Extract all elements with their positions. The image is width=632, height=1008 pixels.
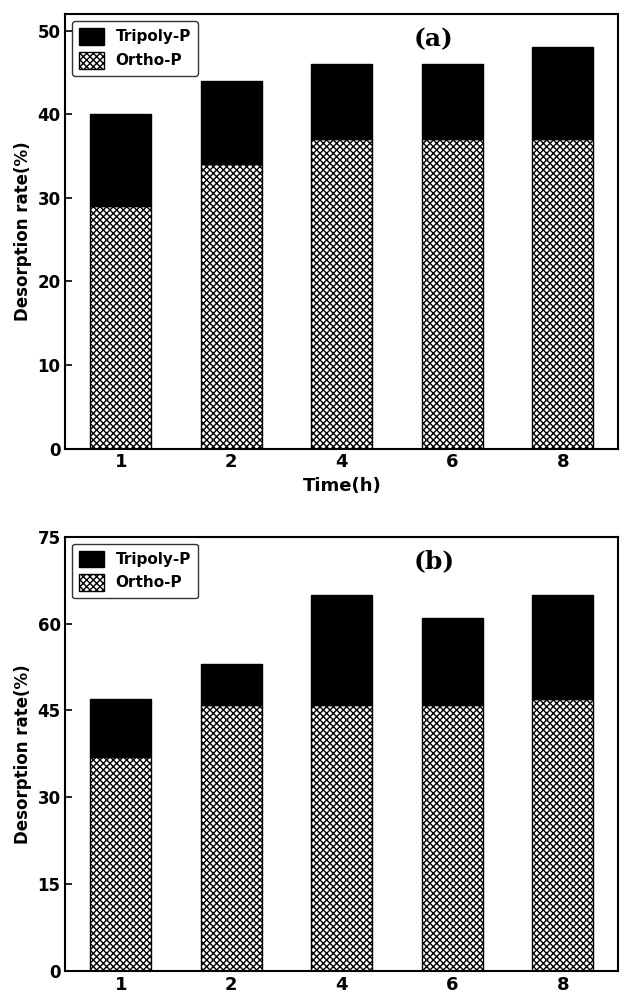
- Legend: Tripoly-P, Ortho-P: Tripoly-P, Ortho-P: [73, 543, 198, 599]
- Bar: [532, 139, 593, 449]
- Legend: Tripoly-P, Ortho-P: Tripoly-P, Ortho-P: [73, 21, 198, 76]
- Bar: [90, 757, 151, 972]
- Bar: [312, 705, 372, 972]
- Bar: [312, 595, 372, 705]
- Bar: [90, 206, 151, 449]
- Text: (a): (a): [413, 27, 453, 51]
- Bar: [201, 81, 262, 164]
- Bar: [532, 47, 593, 139]
- Bar: [532, 595, 593, 699]
- Bar: [422, 705, 483, 972]
- Bar: [201, 164, 262, 449]
- Bar: [312, 139, 372, 449]
- Bar: [422, 618, 483, 705]
- Y-axis label: Desorption rate(%): Desorption rate(%): [14, 664, 32, 844]
- X-axis label: Time(h): Time(h): [302, 477, 381, 495]
- Bar: [201, 705, 262, 972]
- Bar: [532, 699, 593, 972]
- Bar: [90, 699, 151, 757]
- Bar: [422, 139, 483, 449]
- Text: (b): (b): [413, 549, 455, 574]
- Bar: [422, 65, 483, 139]
- Bar: [312, 65, 372, 139]
- Y-axis label: Desorption rate(%): Desorption rate(%): [14, 141, 32, 321]
- Bar: [90, 114, 151, 206]
- Bar: [201, 664, 262, 705]
